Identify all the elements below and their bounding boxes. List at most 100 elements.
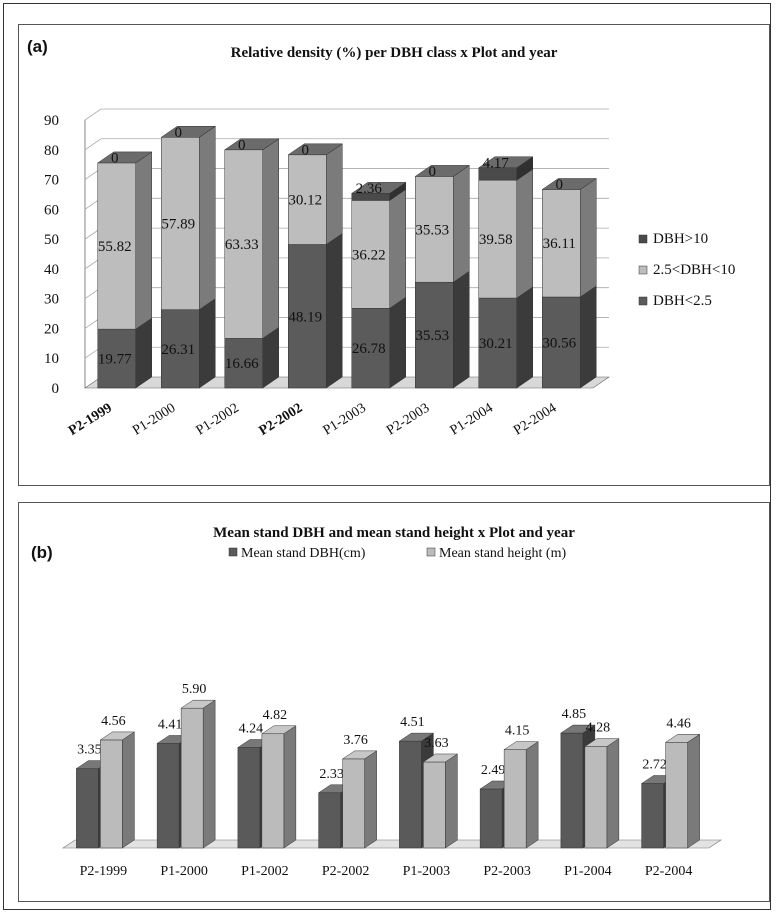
chart-a-legend-swatch <box>638 265 648 275</box>
chart-a-bar-DBH<2.5-side <box>389 296 406 389</box>
chart-a-data-label: 30.21 <box>479 336 513 352</box>
chart-a-bar-2.5<DBH<10-side <box>135 151 152 330</box>
chart-b-data-label: 4.46 <box>666 716 691 731</box>
chart-a-bar-2.5<DBH<10-side <box>580 177 597 298</box>
chart-b-data-label: 3.63 <box>424 736 449 751</box>
chart-b-bar-Mean stand height (m)-top <box>180 699 216 709</box>
panel-a: (a) Relative density (%) per DBH class x… <box>18 24 770 486</box>
chart-a-legend-swatch <box>638 234 648 244</box>
chart-b-bar-Mean stand height (m)-front <box>180 707 204 849</box>
chart-a-y-tick-label: 80 <box>44 143 59 159</box>
chart-a-bar-DBH<2.5-side <box>135 317 152 389</box>
chart-b-bar-Mean stand height (m)-side <box>606 738 620 849</box>
chart-b-x-tick-label: P1-2003 <box>403 864 450 879</box>
chart-b-legend-swatch <box>426 547 436 557</box>
chart-a-data-label: 30.56 <box>542 335 576 351</box>
chart-a-data-label: 36.11 <box>543 236 576 252</box>
chart-a-data-label: 35.53 <box>415 222 449 238</box>
chart-b-x-tick-label: P1-2000 <box>160 864 207 879</box>
chart-a-data-label: 0 <box>302 142 310 158</box>
chart-a-bar-2.5<DBH<10-side <box>262 138 279 339</box>
chart-a-bar-DBH<2.5-side <box>516 286 533 389</box>
chart-b-bar-Mean stand DBH(cm)-front <box>76 768 99 849</box>
chart-a-x-tick-label: P2-2003 <box>384 401 432 439</box>
chart-a-bar-DBH>10-top <box>287 143 344 156</box>
chart-b-bar-Mean stand height (m)-side <box>687 733 700 849</box>
chart-a-x-tick-label: P2-2002 <box>257 401 306 439</box>
chart-b-x-tick-label: P2-1999 <box>80 864 127 879</box>
chart-a-data-label: 16.66 <box>225 356 259 372</box>
chart-a-bar-DBH>10-top <box>414 165 471 177</box>
chart-a-y-tick-label: 90 <box>44 113 59 129</box>
chart-a-plot: 0 10 20 30 40 50 60 70 80 90 19.77 55.82 0 P2-1999 26.… <box>44 108 735 439</box>
chart-a-bar-DBH<2.5-front <box>224 338 263 389</box>
chart-a-y-tick-label: 30 <box>44 292 59 308</box>
chart-a-title: Relative density (%) per DBH class x Plo… <box>230 45 558 61</box>
chart-a-x-tick-label: P1-2000 <box>130 401 178 439</box>
chart-a-data-label: 30.12 <box>288 193 322 209</box>
chart-a-bar-DBH<2.5-side <box>453 270 470 389</box>
panel-b-label: (b) <box>31 543 53 562</box>
chart-b-bar-Mean stand DBH(cm)-front <box>479 788 503 849</box>
chart-b-data-label: 2.33 <box>319 767 344 782</box>
chart-b-bar-Mean stand height (m)-top <box>99 731 136 741</box>
chart-a-bar-2.5<DBH<10-front <box>478 179 517 299</box>
chart-a-bar-DBH<2.5-side <box>326 233 343 389</box>
chart-b-bar-Mean stand height (m)-front <box>261 733 285 849</box>
chart-a-bar-DBH<2.5-front <box>97 328 136 389</box>
panel-a-label: (a) <box>27 37 48 56</box>
chart-b-x-tick-label: P2-2004 <box>645 864 692 879</box>
chart-a-legend-label: 2.5<DBH<10 <box>653 262 735 278</box>
chart-b-bar-Mean stand height (m)-front <box>100 739 123 849</box>
chart-b-plot: Mean stand DBH(cm) Mean stand height (m) 3… <box>62 546 722 879</box>
chart-a-legend-label: DBH>10 <box>653 231 708 247</box>
chart-b-bar-Mean stand height (m)-top <box>584 738 620 747</box>
chart-a-x-tick-label: P2-1999 <box>66 401 115 439</box>
chart-b-bar-Mean stand height (m)-top <box>503 741 539 750</box>
chart-a-data-label: 0 <box>238 137 246 153</box>
chart-a-bar-DBH<2.5-front <box>542 296 581 389</box>
chart-a-bar-2.5<DBH<10-side <box>389 188 406 309</box>
chart-a-data-label: 39.58 <box>479 232 513 248</box>
chart-a-bar-DBH<2.5-side <box>580 285 597 389</box>
chart-a-bar-2.5<DBH<10-side <box>199 125 216 311</box>
chart-a-y-tick-label: 40 <box>44 262 59 278</box>
chart-a-bar-DBH>10-top <box>96 151 153 164</box>
chart-b-data-label: 4.24 <box>239 722 264 737</box>
chart-b-legend-swatch <box>228 547 238 557</box>
chart-a-x-tick-label: P1-2002 <box>194 401 242 439</box>
chart-a-x-tick-label: P1-2003 <box>321 401 369 439</box>
chart-a-bar-2.5<DBH<10-front <box>224 149 263 339</box>
chart-b-data-label: 4.82 <box>263 708 288 723</box>
chart-a-bar-DBH>10-top <box>541 178 598 190</box>
chart-b-bar-Mean stand height (m)-front <box>342 758 365 849</box>
chart-a-data-label: 57.89 <box>161 216 195 232</box>
chart-b-x-tick-label: P1-2002 <box>241 864 288 879</box>
chart-a-y-tick-label: 20 <box>44 321 59 337</box>
chart-a-bar-DBH<2.5-front <box>415 281 454 389</box>
chart-a-data-label: 26.78 <box>352 341 386 357</box>
figure-border <box>3 3 771 910</box>
chart-b-data-label: 3.35 <box>77 743 102 758</box>
chart-a-bar-2.5<DBH<10-side <box>326 143 343 245</box>
chart-a-bar-2.5<DBH<10-front <box>415 176 454 283</box>
chart-a-data-label: 0 <box>429 164 437 180</box>
chart-a-x-tick-label: P2-2004 <box>511 401 559 439</box>
chart-a-legend-swatch <box>638 296 648 306</box>
chart-a-bar-2.5<DBH<10-front <box>288 154 327 245</box>
chart-a-bar-DBH<2.5-side <box>199 298 216 389</box>
chart-a-gridline <box>84 138 609 151</box>
chart-b-data-label: 4.28 <box>586 721 611 736</box>
chart-a-y-tick-label: 0 <box>52 381 60 397</box>
chart-a-data-label: 0 <box>175 125 183 141</box>
chart-b-data-label: 5.90 <box>182 682 207 697</box>
chart-b-data-label: 4.56 <box>101 714 126 729</box>
chart-a-bar-2.5<DBH<10-front <box>161 137 200 310</box>
chart-b-bar-Mean stand height (m)-front <box>584 746 608 849</box>
chart-b-bar-Mean stand height (m)-side <box>525 741 539 849</box>
chart-b-bar-Mean stand DBH(cm)-front <box>641 783 664 849</box>
chart-a-bar-2.5<DBH<10-front <box>351 200 390 309</box>
chart-b-bar-Mean stand height (m)-side <box>445 753 458 849</box>
chart-b-x-tick-label: P2-2002 <box>322 864 369 879</box>
chart-b-bar-Mean stand DBH(cm)-front <box>318 792 341 849</box>
